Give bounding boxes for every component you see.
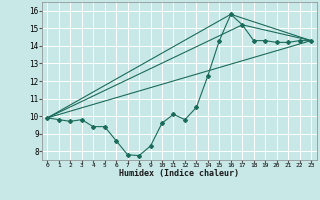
X-axis label: Humidex (Indice chaleur): Humidex (Indice chaleur) [119, 169, 239, 178]
